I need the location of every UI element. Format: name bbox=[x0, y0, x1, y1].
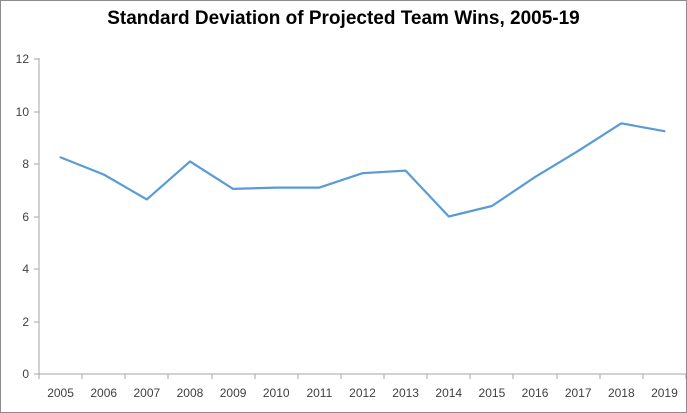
y-tick-label: 8 bbox=[22, 157, 29, 171]
x-axis-ticks bbox=[38, 374, 686, 379]
x-tick-label: 2005 bbox=[47, 386, 74, 400]
x-tick-label: 2008 bbox=[177, 386, 204, 400]
x-tick-label: 2012 bbox=[349, 386, 376, 400]
x-tick-label: 2018 bbox=[608, 386, 635, 400]
x-tick-label: 2019 bbox=[651, 386, 678, 400]
y-tick-label: 0 bbox=[22, 367, 29, 381]
y-tick-label: 12 bbox=[16, 52, 30, 66]
x-tick-label: 2007 bbox=[133, 386, 160, 400]
x-tick-label: 2011 bbox=[306, 386, 332, 400]
y-axis-labels: 0 2 4 6 8 10 12 bbox=[16, 52, 30, 381]
y-axis-ticks bbox=[34, 58, 39, 375]
series-line bbox=[59, 122, 666, 218]
x-tick-label: 2016 bbox=[522, 386, 549, 400]
x-tick-label: 2010 bbox=[263, 386, 290, 400]
x-tick-label: 2015 bbox=[479, 386, 506, 400]
x-tick-label: 2017 bbox=[565, 386, 592, 400]
y-tick-label: 10 bbox=[16, 105, 30, 119]
y-tick-label: 4 bbox=[22, 262, 29, 276]
x-axis-labels: 2005 2006 2007 2008 2009 2010 2011 2012 2013 2014… bbox=[47, 386, 678, 400]
chart-title: Standard Deviation of Projected Team Win… bbox=[107, 8, 580, 29]
axes bbox=[38, 58, 686, 375]
x-tick-label: 2013 bbox=[392, 386, 419, 400]
x-tick-label: 2014 bbox=[435, 386, 462, 400]
x-tick-label: 2009 bbox=[220, 386, 247, 400]
y-tick-label: 6 bbox=[22, 210, 29, 224]
y-tick-label: 2 bbox=[22, 315, 29, 329]
x-tick-label: 2006 bbox=[90, 386, 117, 400]
